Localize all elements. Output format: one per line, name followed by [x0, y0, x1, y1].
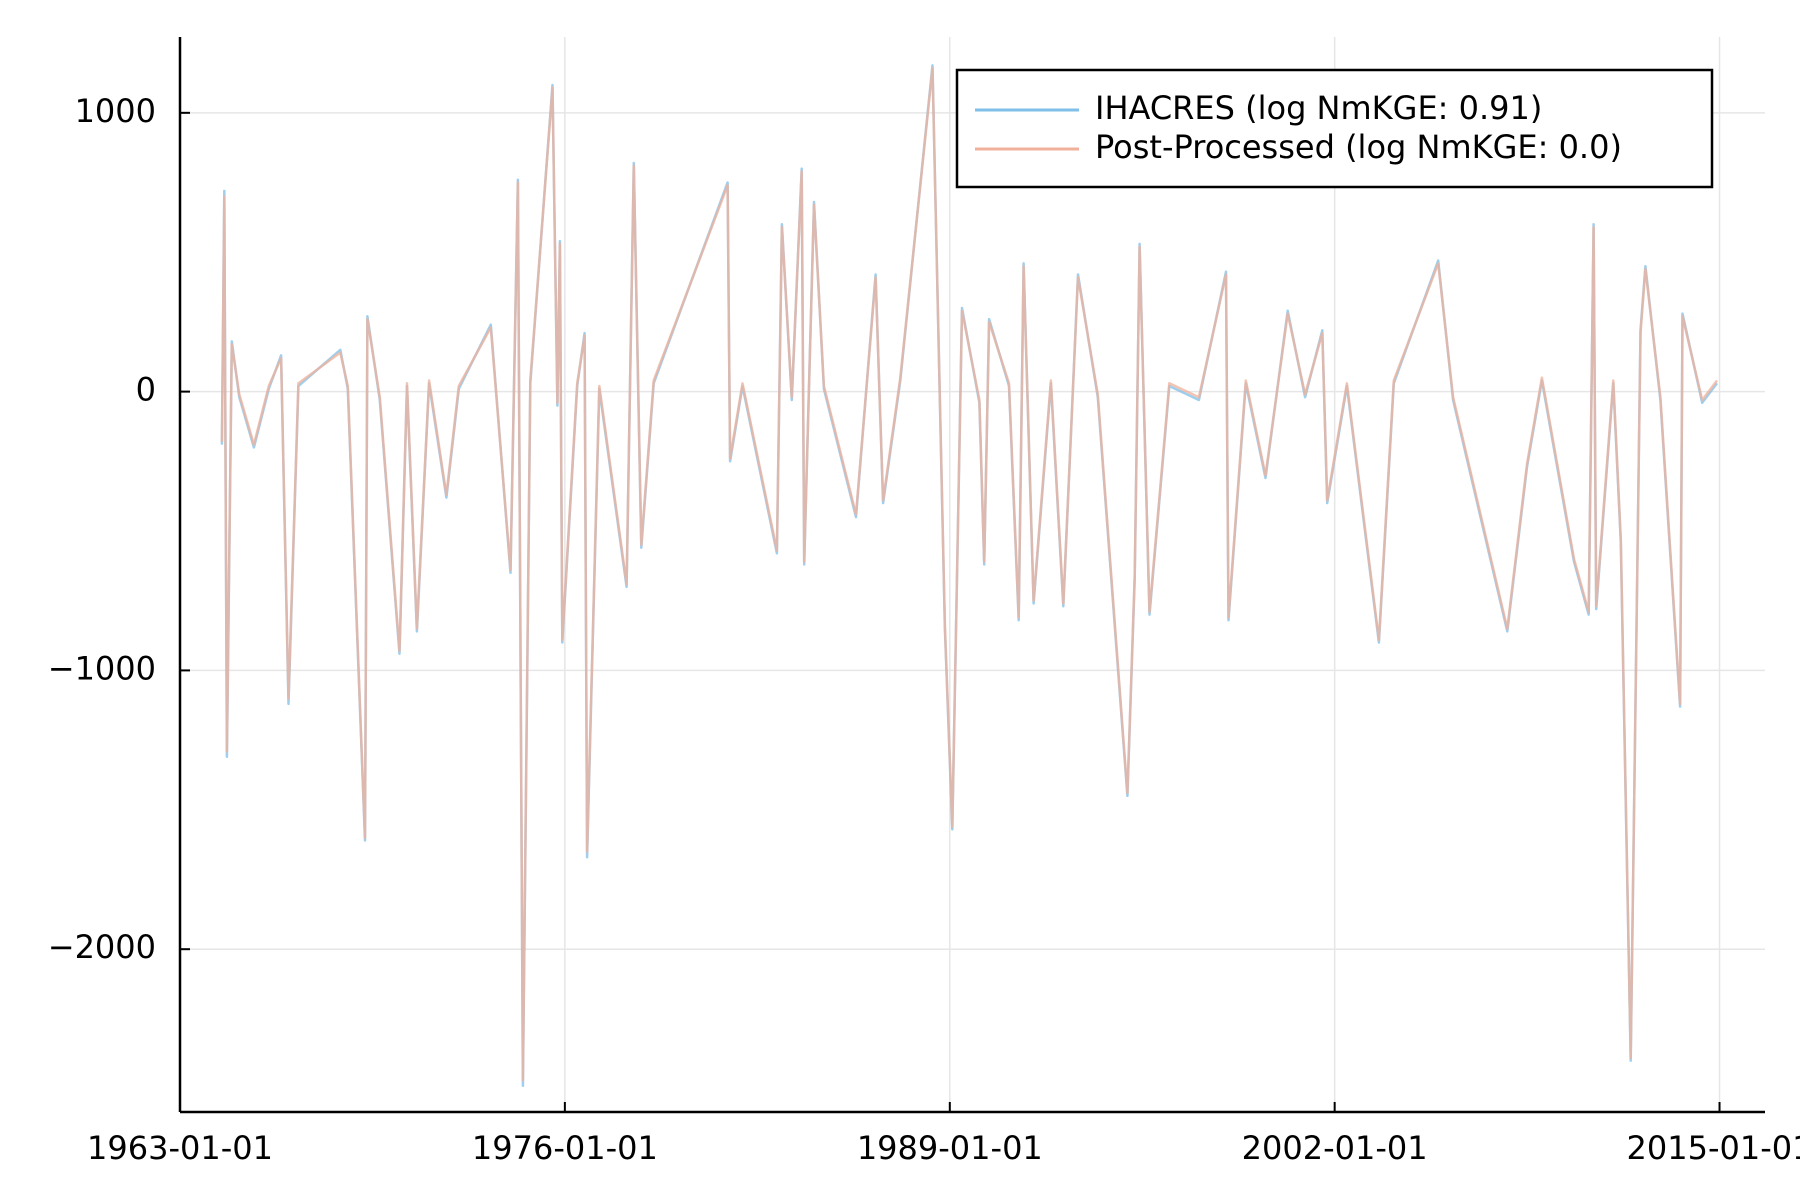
x-tick-label: 1976-01-01 [472, 1129, 658, 1167]
x-tick-label: 1963-01-01 [87, 1129, 273, 1167]
y-tick-label: 1000 [75, 92, 156, 130]
legend-label: Post-Processed (log NmKGE: 0.0) [1095, 128, 1622, 166]
y-tick-label: −2000 [48, 928, 156, 966]
legend-box [955, 68, 1714, 189]
x-tick-label: 2002-01-01 [1242, 1129, 1428, 1167]
x-tick-label: 1989-01-01 [857, 1129, 1043, 1167]
legend-label: IHACRES (log NmKGE: 0.91) [1095, 89, 1542, 127]
y-tick-label: −1000 [48, 649, 156, 687]
y-tick-label: 0 [136, 371, 156, 409]
x-tick-label: 2015-01-01 [1627, 1129, 1800, 1167]
series-line [220, 66, 1718, 1082]
series-line [220, 64, 1718, 1088]
